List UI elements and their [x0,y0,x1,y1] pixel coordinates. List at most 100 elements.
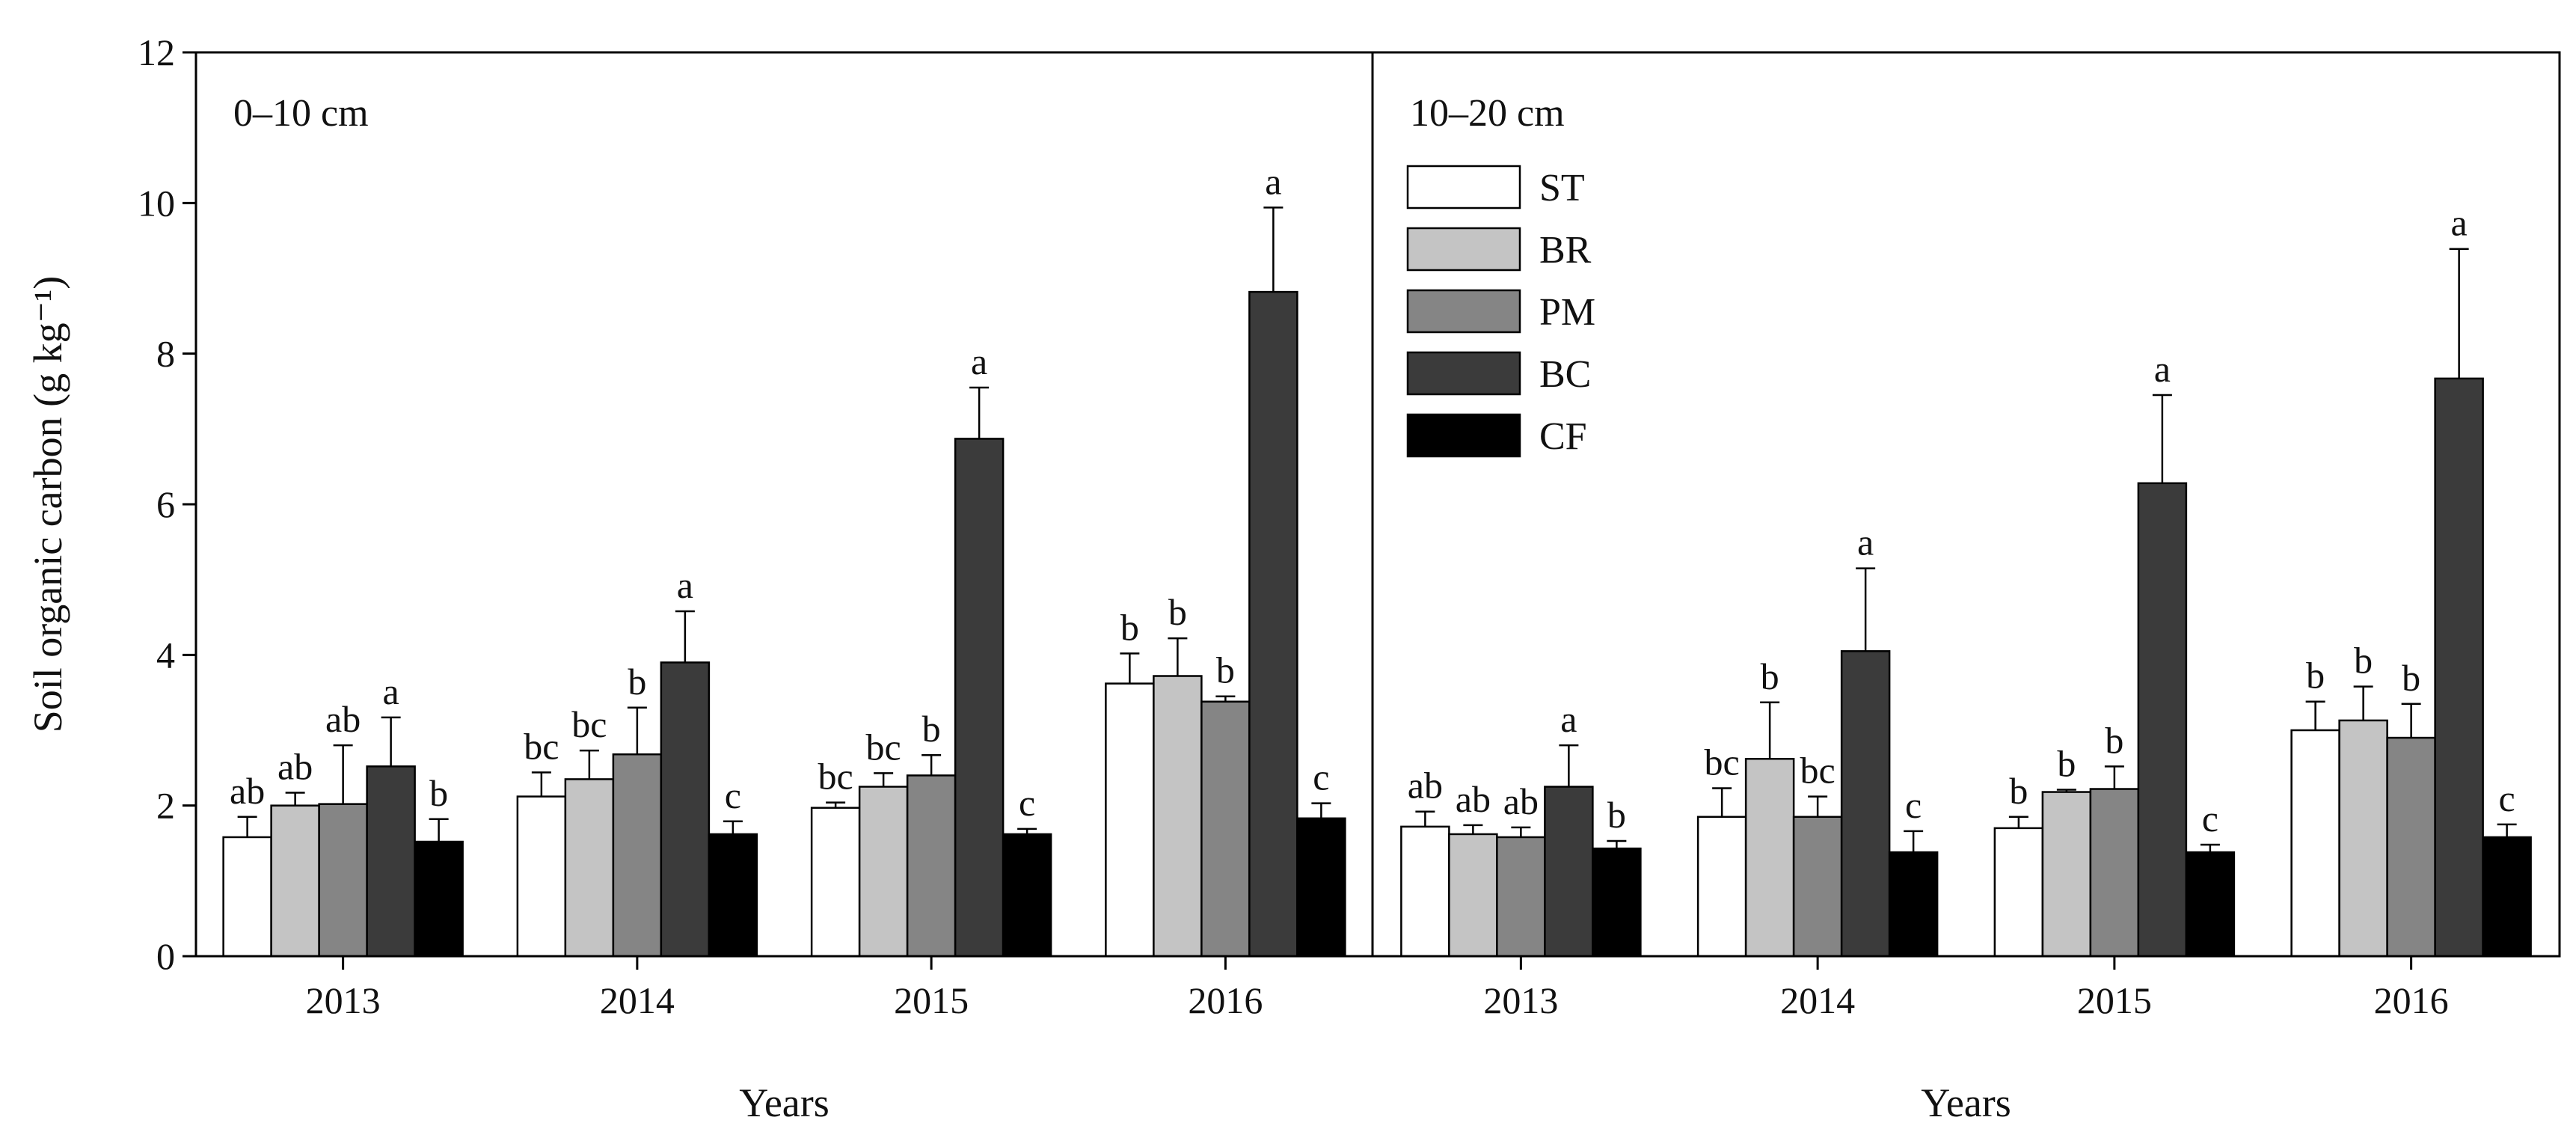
bar-10-20-cm-2014-ST[interactable] [1696,816,1747,958]
significance-letter: a [1560,698,1577,740]
bar-10-20-cm-2015-CF[interactable] [2185,851,2236,958]
legend-label-CF: CF [1539,415,1587,458]
y-tick-label: 2 [156,785,175,827]
significance-letter: bc [571,703,607,745]
significance-letter: ab [1456,778,1491,820]
bar-10-20-cm-2014-PM[interactable] [1792,816,1843,958]
panel-label: 0–10 cm [233,92,369,135]
significance-letter: a [1265,160,1281,202]
bar-10-20-cm-2013-BC[interactable] [1544,786,1594,958]
x-tick-label: 2016 [1188,979,1263,1021]
legend-swatch-BC [1406,351,1521,396]
y-tick-label: 8 [156,333,175,375]
bar-0-10-cm-2015-CF[interactable] [1002,833,1052,958]
significance-letter: b [1216,649,1235,691]
significance-letter: ab [325,698,361,740]
bar-10-20-cm-2013-BR[interactable] [1448,833,1498,958]
bar-10-20-cm-2015-PM[interactable] [2089,788,2140,958]
x-tick-label: 2015 [2077,979,2152,1021]
bar-10-20-cm-2013-CF[interactable] [1592,847,1642,958]
bar-0-10-cm-2015-ST[interactable] [810,807,861,958]
bar-10-20-cm-2015-ST[interactable] [1993,827,2044,958]
y-tick-label: 10 [138,182,175,224]
bar-0-10-cm-2015-BR[interactable] [858,786,909,958]
frame-layer [183,51,2561,970]
bar-10-20-cm-2015-BR[interactable] [2041,791,2092,958]
significance-letter: a [383,670,399,712]
x-tick-label: 2013 [1483,979,1558,1021]
y-tick-label: 0 [156,935,175,977]
significance-letter: ab [277,746,313,788]
significance-letter: b [1761,655,1779,697]
significance-letter: ab [230,770,265,812]
significance-letter: a [2451,202,2468,244]
bar-10-20-cm-2015-BC[interactable] [2137,482,2188,958]
significance-letter: c [725,774,741,816]
bar-0-10-cm-2016-BC[interactable] [1248,290,1298,958]
legend-swatch-BR [1406,227,1521,272]
bar-0-10-cm-2013-CF[interactable] [414,840,464,958]
bar-10-20-cm-2016-PM[interactable] [2386,736,2436,958]
legend-swatch-ST [1406,165,1521,209]
significance-letter: bc [524,725,559,767]
legend-label-PM: PM [1539,291,1595,334]
panel-label: 10–20 cm [1410,92,1565,135]
legend-label-BR: BR [1539,229,1592,272]
bar-0-10-cm-2013-BC[interactable] [366,765,416,958]
significance-letter: c [1905,784,1922,826]
bar-10-20-cm-2014-BC[interactable] [1840,650,1891,958]
significance-letter: ab [1408,765,1443,807]
bar-10-20-cm-2016-BC[interactable] [2434,377,2484,958]
bar-10-20-cm-2014-CF[interactable] [1888,851,1939,958]
bar-10-20-cm-2016-BR[interactable] [2338,719,2388,958]
bar-0-10-cm-2015-BC[interactable] [954,438,1005,958]
x-axis-title: Years [739,1080,829,1125]
significance-letter: a [971,340,987,382]
legend-label-ST: ST [1539,167,1585,209]
bar-10-20-cm-2016-ST[interactable] [2290,729,2340,958]
significance-letter: b [1168,591,1187,633]
significance-letter: ab [1503,780,1539,822]
y-axis-title: Soil organic carbon (g kg⁻¹) [25,276,70,733]
x-axis-title: Years [1921,1080,2011,1125]
bar-0-10-cm-2014-BC[interactable] [660,661,711,958]
bar-0-10-cm-2015-PM[interactable] [906,774,957,958]
bar-10-20-cm-2016-CF[interactable] [2482,836,2532,958]
significance-letter: b [2057,743,2076,785]
bar-10-20-cm-2013-ST[interactable] [1400,825,1450,958]
significance-letter: bc [866,726,901,768]
significance-letter: c [1313,756,1329,798]
x-tick-label: 2016 [2374,979,2449,1021]
significance-letter: bc [818,756,853,798]
significance-letter: c [1019,782,1035,824]
y-tick-label: 6 [156,483,175,525]
bar-0-10-cm-2014-PM[interactable] [612,753,663,958]
significance-letter: c [2202,798,2218,839]
significance-letter: b [2009,770,2028,812]
legend-label-BC: BC [1539,353,1591,396]
bar-10-20-cm-2014-BR[interactable] [1744,758,1795,958]
significance-letter: a [1857,521,1874,563]
bar-0-10-cm-2014-CF[interactable] [708,833,758,958]
y-tick-label: 4 [156,634,175,676]
legend-swatch-CF [1406,413,1521,458]
x-tick-label: 2014 [1780,979,1855,1021]
significance-letter: b [2105,719,2123,761]
significance-letter: b [429,772,448,814]
bar-0-10-cm-2013-ST[interactable] [222,836,272,958]
bar-0-10-cm-2016-BR[interactable] [1153,675,1203,958]
bar-0-10-cm-2016-CF[interactable] [1296,817,1346,958]
significance-letter: bc [1800,750,1836,792]
bar-0-10-cm-2016-PM[interactable] [1200,700,1251,958]
bar-0-10-cm-2014-BR[interactable] [564,778,615,958]
x-tick-label: 2014 [600,979,675,1021]
significance-letter: b [628,661,646,703]
significance-letter: b [2306,655,2325,697]
significance-letter: a [677,564,693,606]
bar-10-20-cm-2013-PM[interactable] [1496,836,1546,958]
bar-0-10-cm-2016-ST[interactable] [1105,682,1155,958]
bar-0-10-cm-2014-ST[interactable] [516,795,567,958]
bar-0-10-cm-2013-BR[interactable] [270,804,320,958]
bar-0-10-cm-2013-PM[interactable] [318,803,368,958]
